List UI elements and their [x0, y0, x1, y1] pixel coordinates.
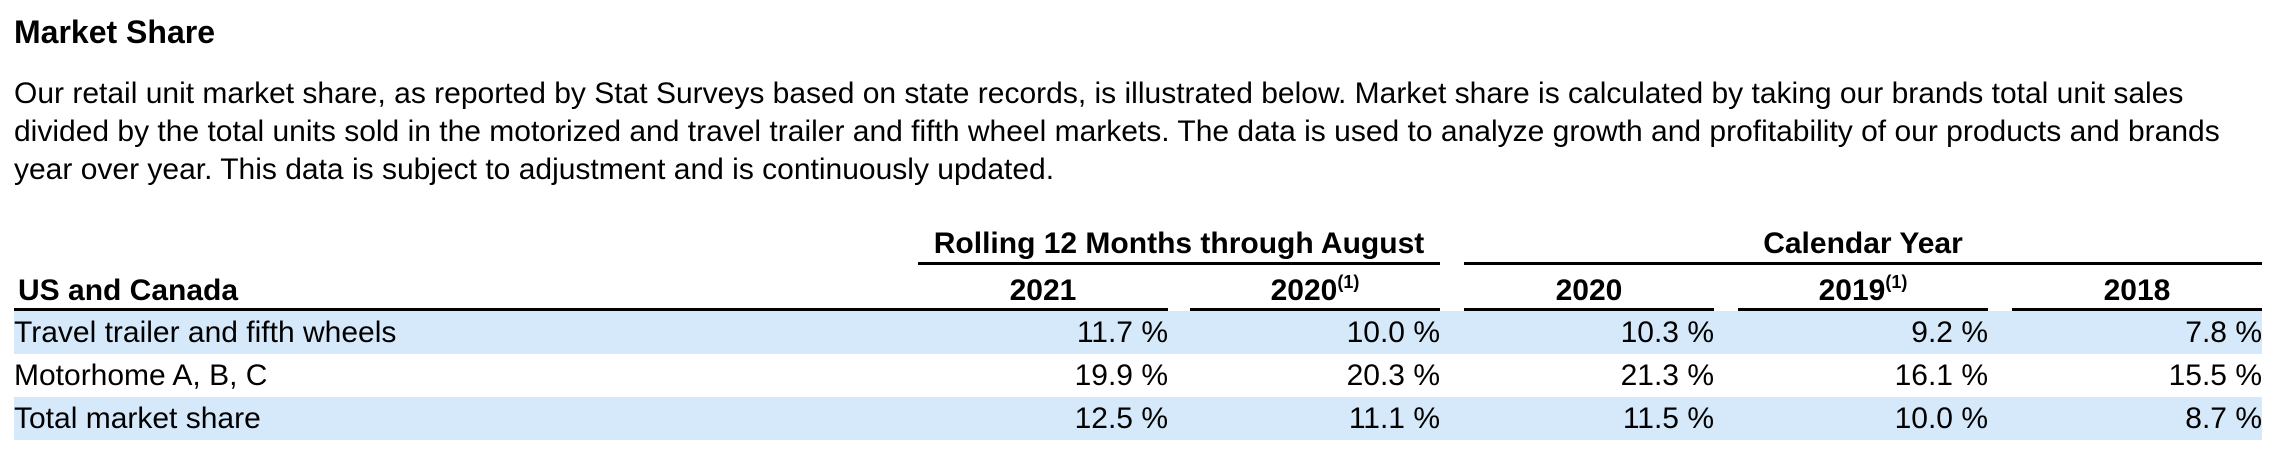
table-cell: 10.0 % [1738, 397, 1988, 440]
table-cell: 11.5 % [1464, 397, 1714, 440]
table-cell: 7.8 % [2012, 311, 2262, 354]
rolling-group-header: Rolling 12 Months through August [918, 195, 1440, 265]
col-header-rolling-2020: 2020(1) [1190, 265, 1440, 311]
row-label: Motorhome A, B, C [14, 359, 268, 392]
column-header-row: US and Canada 2021 2020(1) 2020 2019(1) … [14, 265, 2262, 311]
footnote-marker: (1) [1885, 272, 1908, 292]
table-cell: 15.5 % [2168, 359, 2262, 392]
footnote-marker: (1) [1337, 272, 1360, 292]
table-cell: 10.3 % [1464, 311, 1714, 354]
row-label: Travel trailer and fifth wheels [14, 311, 918, 354]
table-row: Total market share 12.5 % 11.1 % 11.5 % … [14, 397, 2262, 440]
calendar-group-label: Calendar Year [1464, 228, 2262, 265]
col-header-rolling-2021: 2021 [918, 265, 1168, 311]
table-cell: 21.3 % [1620, 359, 1714, 392]
col-header-calendar-2018: 2018 [2012, 265, 2262, 311]
table-row: Motorhome A, B, C 19.9 % 20.3 % 21.3 % 1… [14, 354, 2262, 397]
intro-paragraph: Our retail unit market share, as reporte… [14, 75, 2254, 189]
table-cell: 16.1 % [1894, 359, 1988, 392]
table-cell: 12.5 % [918, 397, 1168, 440]
section-title: Market Share [14, 14, 215, 50]
table-cell: 20.3 % [1346, 359, 1440, 392]
table-cell: 8.7 % [2012, 397, 2262, 440]
rolling-group-label: Rolling 12 Months through August [918, 228, 1440, 265]
table-row: Travel trailer and fifth wheels 11.7 % 1… [14, 311, 2262, 354]
calendar-group-header: Calendar Year [1464, 195, 2262, 265]
market-share-table: Rolling 12 Months through August Calenda… [14, 195, 2262, 440]
table-cell: 19.9 % [1074, 359, 1168, 392]
col-header-calendar-2019: 2019(1) [1738, 265, 1988, 311]
intro-text: Our retail unit market share, as reporte… [14, 77, 2220, 186]
table-cell: 10.0 % [1190, 311, 1440, 354]
row-label: Total market share [14, 397, 918, 440]
col-header-calendar-2020: 2020 [1464, 265, 1714, 311]
table-cell: 11.7 % [918, 311, 1168, 354]
table-cell: 11.1 % [1190, 397, 1440, 440]
group-header-row: Rolling 12 Months through August Calenda… [14, 195, 2262, 265]
row-label-header: US and Canada [14, 265, 918, 311]
table-cell: 9.2 % [1738, 311, 1988, 354]
